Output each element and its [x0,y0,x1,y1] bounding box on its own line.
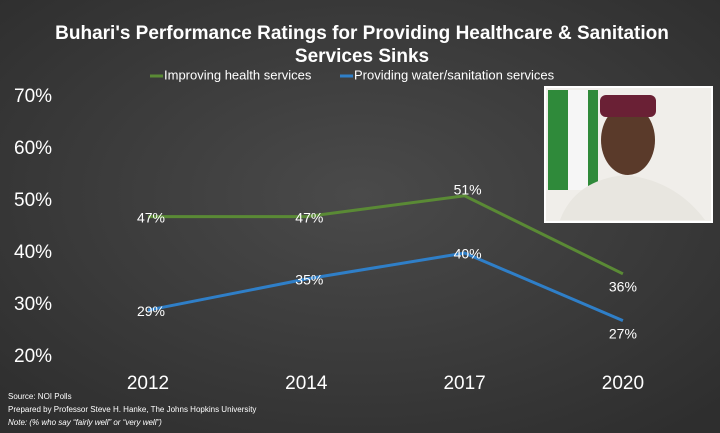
data-label: 35% [295,272,323,288]
y-tick-label: 50% [14,190,52,211]
footnote: Source: NOI Polls [8,392,72,401]
x-tick-label: 2020 [602,373,644,394]
legend-label: Providing water/sanitation services [354,67,555,82]
x-tick-label: 2014 [285,373,328,394]
y-tick-label: 20% [14,346,52,367]
y-tick-label: 40% [14,242,52,263]
x-tick-label: 2017 [443,373,485,394]
data-label: 47% [137,209,165,225]
data-label: 40% [454,246,482,262]
data-label: 36% [609,279,637,295]
data-label: 51% [454,182,482,198]
footnote: Prepared by Professor Steve H. Hanke, Th… [8,405,256,414]
footnote: Note: (% who say “fairly well” or “very … [8,418,162,427]
y-tick-label: 60% [14,138,52,159]
line [148,194,624,276]
data-label: 29% [137,303,165,319]
photo [544,86,713,223]
chart-title: Services Sinks [295,46,429,67]
y-tick-label: 30% [14,294,52,315]
data-label: 27% [609,325,637,341]
data-label: 47% [295,209,323,225]
y-tick-label: 70% [14,86,52,107]
chart-title: Buhari's Performance Ratings for Providi… [55,23,669,44]
line [147,251,624,322]
legend-label: Improving health services [164,67,312,82]
x-tick-label: 2012 [127,373,169,394]
